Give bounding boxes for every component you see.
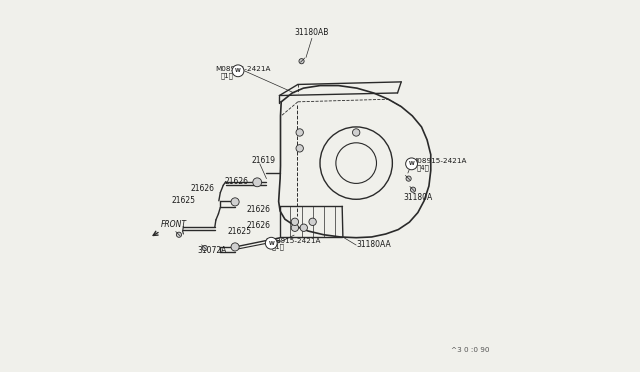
Text: 21619: 21619: [252, 156, 276, 166]
Text: 21625: 21625: [228, 227, 252, 236]
Text: 21625: 21625: [172, 196, 196, 205]
Circle shape: [291, 218, 299, 225]
Text: 〈1〉: 〈1〉: [220, 72, 234, 78]
Text: M08915-2421A: M08915-2421A: [412, 158, 467, 164]
Text: 31180AA: 31180AA: [356, 240, 391, 249]
Text: FRONT: FRONT: [161, 220, 186, 229]
Text: 31180A: 31180A: [403, 193, 433, 202]
Text: 21626: 21626: [247, 205, 271, 214]
Text: 31180AB: 31180AB: [294, 28, 329, 37]
Text: M08915-2421A: M08915-2421A: [215, 66, 270, 72]
Text: ^3 0 :0 90: ^3 0 :0 90: [451, 347, 490, 353]
Circle shape: [177, 232, 182, 237]
Circle shape: [410, 187, 415, 192]
Circle shape: [406, 158, 417, 170]
Circle shape: [296, 129, 303, 136]
Circle shape: [231, 198, 239, 206]
Text: 〈1〉: 〈1〉: [271, 244, 284, 250]
Text: W: W: [409, 161, 415, 166]
Circle shape: [296, 145, 303, 152]
Text: 21626: 21626: [190, 185, 214, 193]
Text: 21626: 21626: [224, 177, 248, 186]
Circle shape: [232, 65, 244, 77]
Circle shape: [309, 218, 316, 225]
Text: W: W: [268, 241, 274, 246]
Text: 21626: 21626: [247, 221, 271, 230]
Text: 31072A: 31072A: [197, 246, 227, 255]
Circle shape: [299, 59, 304, 64]
Circle shape: [231, 243, 239, 251]
Text: M08915-2421A: M08915-2421A: [266, 238, 321, 244]
Circle shape: [291, 224, 299, 231]
Circle shape: [353, 129, 360, 136]
Circle shape: [300, 224, 307, 231]
Text: 〈4〉: 〈4〉: [417, 164, 429, 171]
Circle shape: [253, 178, 262, 187]
Circle shape: [202, 246, 207, 251]
Circle shape: [266, 237, 277, 249]
Text: W: W: [235, 68, 241, 73]
Circle shape: [406, 176, 411, 181]
